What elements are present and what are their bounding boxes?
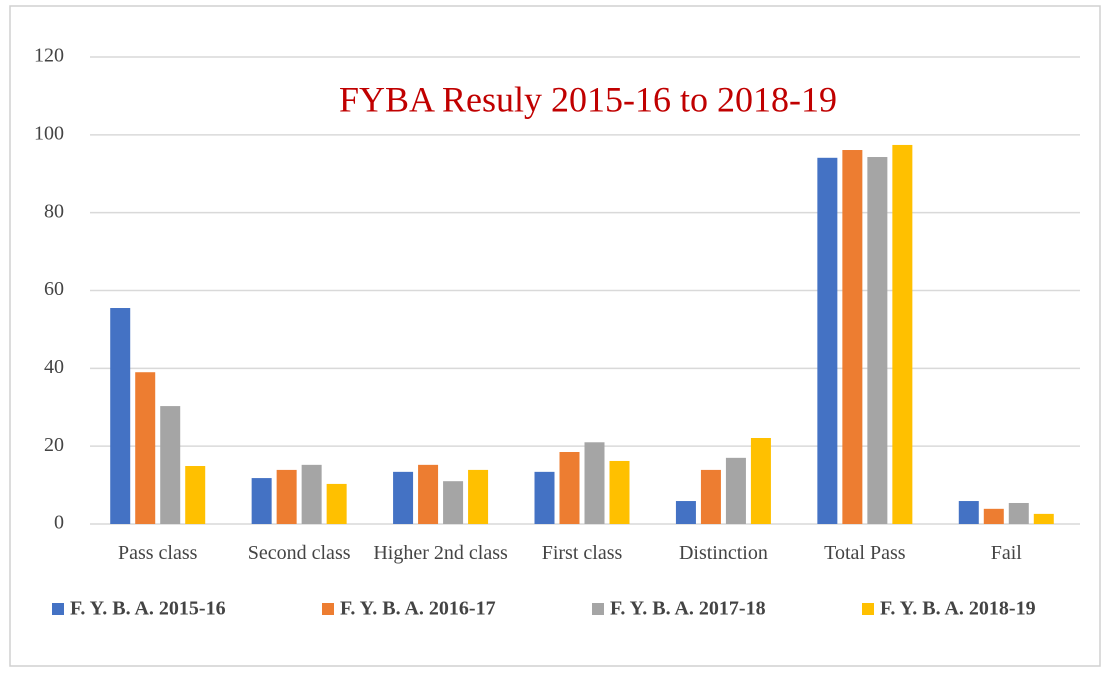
legend-label: F. Y. B. A. 2015-16 xyxy=(70,598,226,620)
bar xyxy=(534,471,555,524)
bar xyxy=(251,478,272,524)
legend-swatch xyxy=(862,603,874,615)
bar xyxy=(958,501,979,524)
bar xyxy=(301,464,322,524)
bar xyxy=(418,464,439,524)
x-tick-label: Distinction xyxy=(678,542,768,564)
chart-title: FYBA Resuly 2015-16 to 2018-19 xyxy=(339,79,837,119)
legend-swatch xyxy=(52,603,64,615)
bar xyxy=(135,372,156,524)
bar xyxy=(750,437,771,524)
bar xyxy=(675,501,696,524)
bar xyxy=(700,469,721,524)
y-tick-label: 60 xyxy=(44,278,64,300)
bar xyxy=(867,157,888,524)
y-tick-label: 80 xyxy=(44,200,64,222)
y-tick-label: 40 xyxy=(44,356,64,378)
chart-frame xyxy=(9,5,1101,667)
bar xyxy=(160,406,181,524)
y-tick-label: 100 xyxy=(34,122,64,144)
bar xyxy=(584,442,605,524)
bar xyxy=(1033,513,1054,524)
bar xyxy=(443,481,464,524)
legend-swatch xyxy=(592,603,604,615)
x-tick-label: Second class xyxy=(247,542,351,564)
x-tick-label: Pass class xyxy=(117,542,198,564)
bar xyxy=(817,157,838,524)
bar xyxy=(326,483,347,524)
x-tick-label: Total Pass xyxy=(824,542,906,564)
x-tick-label: Higher 2nd class xyxy=(373,542,508,564)
bar xyxy=(276,469,297,524)
bar xyxy=(185,466,206,524)
x-tick-label: Fail xyxy=(990,542,1022,564)
bar xyxy=(393,471,414,524)
y-tick-label: 20 xyxy=(44,434,64,456)
bar xyxy=(110,308,131,524)
bar xyxy=(983,508,1004,524)
legend-label: F. Y. B. A. 2017-18 xyxy=(610,598,766,620)
bar xyxy=(1008,502,1029,524)
legend-label: F. Y. B. A. 2016-17 xyxy=(340,598,496,620)
bar xyxy=(468,469,489,524)
legend-swatch xyxy=(322,603,334,615)
legend-label: F. Y. B. A. 2018-19 xyxy=(880,598,1036,620)
y-tick-label: 120 xyxy=(34,45,64,67)
bar xyxy=(609,460,630,524)
bar xyxy=(725,457,746,524)
bar xyxy=(892,144,913,524)
x-tick-label: First class xyxy=(541,542,623,564)
y-tick-label: 0 xyxy=(54,512,64,534)
bar xyxy=(559,452,580,524)
bar xyxy=(842,150,863,524)
